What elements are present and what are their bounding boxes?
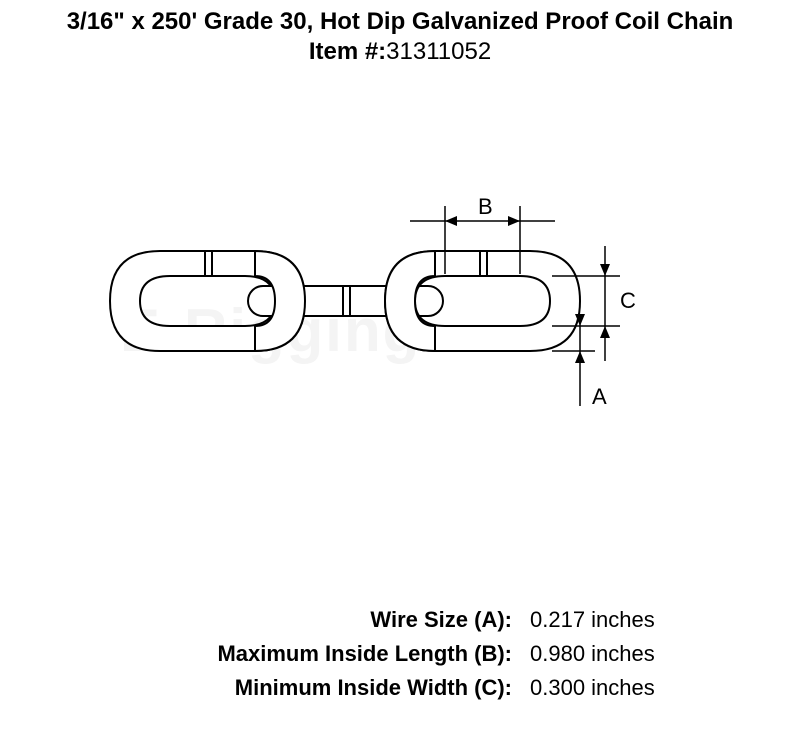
- specs-table: Wire Size (A): 0.217 inches Maximum Insi…: [217, 603, 680, 705]
- item-number-line: Item #:31311052: [0, 36, 800, 66]
- product-title: 3/16" x 250' Grade 30, Hot Dip Galvanize…: [0, 0, 800, 36]
- spec-value: 0.980 inches: [530, 641, 680, 667]
- spec-label: Maximum Inside Length (B):: [217, 641, 530, 667]
- spec-label: Minimum Inside Width (C):: [235, 675, 530, 701]
- spec-label: Wire Size (A):: [370, 607, 530, 633]
- spec-row: Minimum Inside Width (C): 0.300 inches: [217, 671, 680, 705]
- item-label: Item #:: [309, 38, 386, 65]
- item-number: 31311052: [386, 38, 491, 65]
- chain-diagram: B C A: [100, 146, 660, 506]
- spec-value: 0.217 inches: [530, 607, 680, 633]
- label-c: C: [620, 288, 636, 313]
- label-b: B: [478, 194, 493, 219]
- spec-row: Maximum Inside Length (B): 0.980 inches: [217, 637, 680, 671]
- spec-row: Wire Size (A): 0.217 inches: [217, 603, 680, 637]
- label-a: A: [592, 384, 607, 409]
- spec-value: 0.300 inches: [530, 675, 680, 701]
- diagram-area: E-Rigging: [0, 66, 800, 536]
